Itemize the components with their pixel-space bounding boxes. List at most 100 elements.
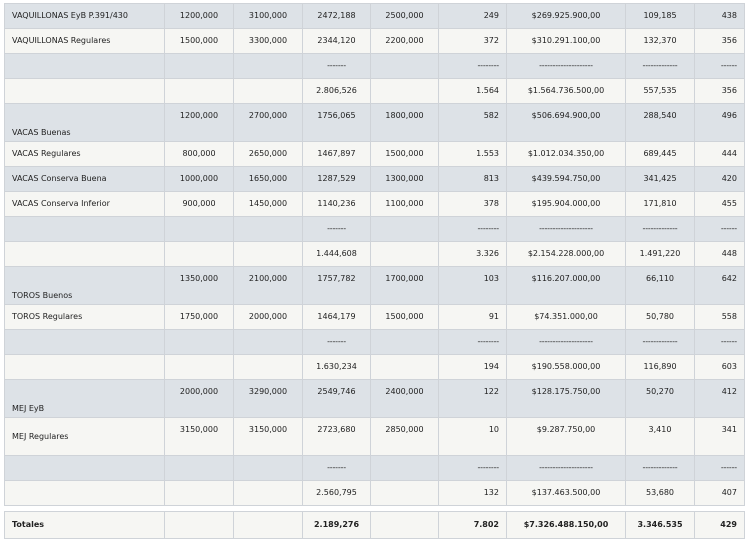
min-price-cell: 1000,000 <box>164 166 234 192</box>
kilos-cell: 3,410 <box>625 417 695 456</box>
mode-price-cell: 1100,000 <box>370 191 439 217</box>
avg-price-cell: 1287,529 <box>302 166 371 192</box>
table-row: 1.444,608 3.326 $2.154.228.000,00 1.491,220… <box>4 241 745 267</box>
totals-avg-price-cell: 2.189,276 <box>302 511 371 539</box>
total-amount-cell: $190.558.000,00 <box>506 354 626 380</box>
table-row: 2.560,795 132 $137.463.500,00 53,680 407 <box>4 480 745 506</box>
category-name-cell: MEJ Regulares <box>4 417 165 456</box>
avg-price-cell: ------- <box>302 216 371 242</box>
total-amount-cell: $506.694.900,00 <box>506 103 626 142</box>
total-amount-cell: $9.287.750,00 <box>506 417 626 456</box>
avg-weight-cell: 455 <box>694 191 745 217</box>
avg-weight-cell: 438 <box>694 3 745 29</box>
table-body: VAQUILLONAS EyB P.391/430 1200,000 3100,00… <box>4 3 745 539</box>
mode-price-cell: 1800,000 <box>370 103 439 142</box>
avg-weight-cell: ------ <box>694 53 745 79</box>
total-amount-cell: $116.207.000,00 <box>506 266 626 305</box>
total-amount-cell: $195.904.000,00 <box>506 191 626 217</box>
max-price-cell: 3100,000 <box>233 3 303 29</box>
head-count-cell: -------- <box>438 329 507 355</box>
total-amount-cell: $1.012.034.350,00 <box>506 141 626 167</box>
table-row: MEJ EyB 2000,000 3290,000 2549,746 2400,000 1… <box>4 379 745 418</box>
kilos-cell: 50,270 <box>625 379 695 418</box>
avg-price-cell: 1756,065 <box>302 103 371 142</box>
mode-price-cell: 2850,000 <box>370 417 439 456</box>
mode-price-cell <box>370 78 439 104</box>
total-amount-cell: -------------------- <box>506 216 626 242</box>
min-price-cell <box>164 241 234 267</box>
avg-price-cell: 2.560,795 <box>302 480 371 506</box>
kilos-cell: ------------- <box>625 329 695 355</box>
mode-price-cell <box>370 53 439 79</box>
total-amount-cell: $74.351.000,00 <box>506 304 626 330</box>
avg-weight-cell: 412 <box>694 379 745 418</box>
avg-weight-cell: ------ <box>694 329 745 355</box>
category-name-cell: TOROS Regulares <box>4 304 165 330</box>
max-price-cell <box>233 480 303 506</box>
total-amount-cell: $269.925.900,00 <box>506 3 626 29</box>
category-name-cell: VAQUILLONAS Regulares <box>4 28 165 54</box>
min-price-cell: 1350,000 <box>164 266 234 305</box>
head-count-cell: 132 <box>438 480 507 506</box>
min-price-cell <box>164 216 234 242</box>
total-amount-cell: -------------------- <box>506 53 626 79</box>
avg-weight-cell: 603 <box>694 354 745 380</box>
mode-price-cell: 1300,000 <box>370 166 439 192</box>
max-price-cell <box>233 53 303 79</box>
head-count-cell: 1.564 <box>438 78 507 104</box>
mode-price-cell: 2400,000 <box>370 379 439 418</box>
mode-price-cell <box>370 480 439 506</box>
category-name-cell <box>4 216 165 242</box>
table-row: VACAS Conserva Buena 1000,000 1650,000 1287… <box>4 166 745 192</box>
min-price-cell <box>164 455 234 481</box>
min-price-cell: 900,000 <box>164 191 234 217</box>
table-row: VACAS Regulares 800,000 2650,000 1467,897 15… <box>4 141 745 167</box>
table-row: TOROS Buenos 1350,000 2100,000 1757,782 1700… <box>4 266 745 305</box>
avg-weight-cell: 407 <box>694 480 745 506</box>
kilos-cell: ------------- <box>625 216 695 242</box>
max-price-cell: 1450,000 <box>233 191 303 217</box>
avg-price-cell: 2549,746 <box>302 379 371 418</box>
total-amount-cell: $2.154.228.000,00 <box>506 241 626 267</box>
table-row: VACAS Buenas 1200,000 2700,000 1756,065 1800… <box>4 103 745 142</box>
max-price-cell: 3290,000 <box>233 379 303 418</box>
category-name-cell: TOROS Buenos <box>4 266 165 305</box>
table-row: 2.806,526 1.564 $1.564.736.500,00 557,535 35… <box>4 78 745 104</box>
table-row: VACAS Conserva Inferior 900,000 1450,000 11… <box>4 191 745 217</box>
head-count-cell: 378 <box>438 191 507 217</box>
table-row: VAQUILLONAS Regulares 1500,000 3300,000 234… <box>4 28 745 54</box>
avg-weight-cell: 341 <box>694 417 745 456</box>
totals-min-price-cell <box>164 511 234 539</box>
kilos-cell: 557,535 <box>625 78 695 104</box>
head-count-cell: 3.326 <box>438 241 507 267</box>
min-price-cell <box>164 78 234 104</box>
table-row: TOROS Regulares 1750,000 2000,000 1464,179 1… <box>4 304 745 330</box>
min-price-cell <box>164 354 234 380</box>
kilos-cell: ------------- <box>625 455 695 481</box>
category-name-cell <box>4 53 165 79</box>
max-price-cell: 2000,000 <box>233 304 303 330</box>
table-row: ------- -------- -------------------- -----… <box>4 53 745 79</box>
avg-price-cell: 1757,782 <box>302 266 371 305</box>
total-amount-cell: -------------------- <box>506 329 626 355</box>
category-name-cell: MEJ EyB <box>4 379 165 418</box>
mode-price-cell <box>370 329 439 355</box>
avg-price-cell: 1467,897 <box>302 141 371 167</box>
avg-weight-cell: ------ <box>694 455 745 481</box>
head-count-cell: -------- <box>438 53 507 79</box>
avg-weight-cell: 642 <box>694 266 745 305</box>
avg-weight-cell: 444 <box>694 141 745 167</box>
category-name-cell <box>4 78 165 104</box>
total-amount-cell: $128.175.750,00 <box>506 379 626 418</box>
kilos-cell: 171,810 <box>625 191 695 217</box>
head-count-cell: -------- <box>438 216 507 242</box>
table-row: VAQUILLONAS EyB P.391/430 1200,000 3100,00… <box>4 3 745 29</box>
total-amount-cell: $310.291.100,00 <box>506 28 626 54</box>
max-price-cell: 2100,000 <box>233 266 303 305</box>
avg-weight-cell: 420 <box>694 166 745 192</box>
min-price-cell: 800,000 <box>164 141 234 167</box>
avg-price-cell: 1.444,608 <box>302 241 371 267</box>
max-price-cell <box>233 241 303 267</box>
kilos-cell: 341,425 <box>625 166 695 192</box>
